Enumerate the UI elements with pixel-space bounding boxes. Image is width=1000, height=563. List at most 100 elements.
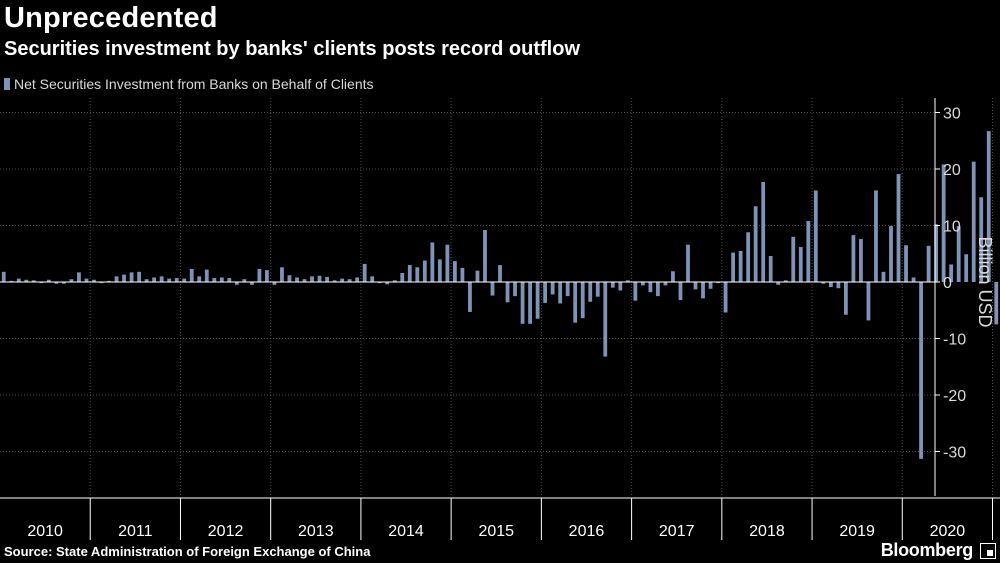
- bar: [114, 276, 119, 282]
- bar: [234, 282, 239, 285]
- bar: [881, 271, 886, 282]
- bar: [460, 267, 465, 283]
- bar: [475, 270, 480, 282]
- bar: [197, 276, 202, 282]
- bar: [453, 261, 457, 283]
- bar: [159, 276, 164, 282]
- bar: [347, 279, 352, 283]
- bar: [610, 282, 615, 288]
- bar: [663, 282, 668, 286]
- bar: [889, 226, 893, 282]
- bar: [994, 282, 999, 325]
- bar: [949, 264, 954, 283]
- y-tick-label: -10: [943, 332, 966, 349]
- bar: [144, 279, 149, 283]
- source-note: Source: State Administration of Foreign …: [4, 544, 371, 559]
- bar: [776, 282, 781, 285]
- bar: [84, 278, 89, 282]
- bar: [580, 282, 585, 319]
- bar: [137, 271, 141, 282]
- bar: [761, 182, 766, 282]
- bloomberg-logo-text: Bloomberg: [880, 540, 974, 560]
- bar: [513, 282, 517, 297]
- bar: [362, 263, 367, 282]
- bar: [69, 279, 74, 283]
- bar: [806, 220, 811, 282]
- bar: [558, 282, 563, 304]
- y-tick-label: 20: [943, 162, 961, 179]
- bar: [640, 282, 645, 286]
- bar: [317, 275, 322, 283]
- bar: [122, 274, 126, 282]
- bar: [498, 265, 502, 282]
- x-tick-label: 2013: [298, 523, 334, 540]
- bar: [407, 265, 412, 282]
- bar: [257, 269, 262, 282]
- bar: [99, 282, 104, 284]
- y-tick-label: -30: [943, 445, 966, 462]
- bar: [896, 174, 901, 282]
- bar: [340, 278, 345, 282]
- bar: [9, 280, 14, 282]
- bar: [588, 282, 593, 302]
- x-tick-label: 2015: [478, 523, 514, 540]
- bar: [874, 190, 878, 282]
- bar: [731, 252, 735, 282]
- bar: [310, 276, 314, 282]
- bar: [483, 230, 487, 282]
- bar: [152, 277, 157, 282]
- bar: [167, 278, 172, 282]
- bar: [287, 275, 292, 282]
- x-tick-label: 2011: [118, 523, 153, 540]
- bar: [746, 232, 751, 282]
- bar: [919, 282, 923, 459]
- bar: [603, 282, 608, 357]
- bar: [851, 235, 856, 282]
- bar: [242, 279, 247, 283]
- bar: [39, 282, 44, 284]
- x-tick-label: 2017: [659, 523, 695, 540]
- bar: [204, 269, 209, 282]
- bar: [505, 282, 510, 303]
- bar: [437, 259, 442, 282]
- bar: [693, 282, 698, 290]
- bar: [535, 282, 540, 319]
- bar: [46, 279, 51, 282]
- bar: [768, 256, 773, 282]
- bar: [174, 278, 179, 283]
- bar: [971, 161, 976, 282]
- x-tick-label: 2010: [27, 523, 63, 540]
- bar: [828, 282, 833, 288]
- bar: [422, 260, 427, 282]
- bar: [54, 282, 59, 284]
- legend-swatch: [4, 78, 10, 90]
- bar: [979, 197, 984, 282]
- bar: [648, 282, 653, 293]
- bar: [490, 282, 495, 296]
- y-tick-label: -20: [943, 388, 966, 405]
- bar: [708, 282, 713, 289]
- bar: [468, 282, 472, 312]
- bar: [377, 282, 382, 284]
- bar: [543, 282, 548, 303]
- bar: [716, 282, 720, 284]
- bar: [964, 254, 969, 282]
- bar: [212, 278, 217, 283]
- bar: [430, 242, 435, 282]
- bar: [16, 278, 21, 282]
- bar: [701, 282, 705, 299]
- bar: [189, 269, 194, 282]
- x-tick-label: 2019: [839, 523, 875, 540]
- bar: [866, 282, 871, 321]
- bar: [633, 282, 638, 301]
- bar: [986, 131, 991, 282]
- bar: [107, 280, 111, 282]
- bar: [219, 277, 224, 282]
- bar: [295, 277, 299, 282]
- bar: [859, 239, 863, 282]
- bar: [738, 250, 743, 283]
- bloomberg-terminal-icon: [980, 543, 996, 559]
- x-tick-label: 2012: [208, 523, 244, 540]
- bar: [671, 271, 675, 282]
